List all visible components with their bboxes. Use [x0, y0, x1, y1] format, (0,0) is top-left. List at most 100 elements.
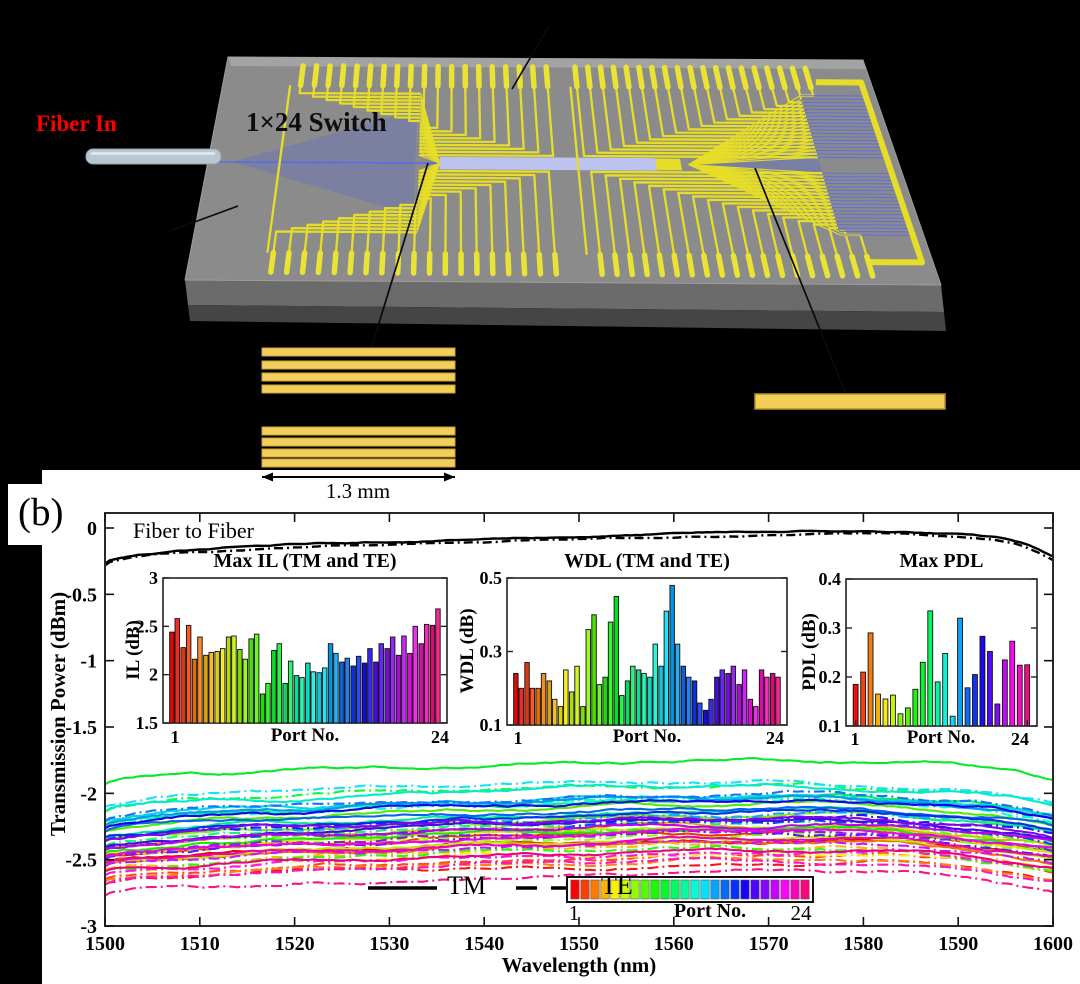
- electrode-trace-left-top: [419, 86, 525, 151]
- pdl-inset-bar-port-10: [919, 661, 926, 727]
- electrode-trace-left-bottom: [334, 217, 418, 254]
- pdl-xtick-first: 1: [850, 729, 860, 749]
- te-curve-port-9: [106, 844, 1052, 873]
- main-y-tick-label--0.5: -0.5: [65, 584, 97, 606]
- electrode-trace-left-bottom: [417, 197, 432, 254]
- main-x-tick-label-1500: 1500: [85, 933, 125, 955]
- electrode-trace-right-bottom: [618, 177, 825, 256]
- electrode-pad: [380, 63, 387, 89]
- fan-line-right: [688, 108, 805, 166]
- electrode-pad: [745, 252, 756, 278]
- electrode-pad: [849, 253, 861, 279]
- main-x-tick-label-1550: 1550: [559, 933, 599, 955]
- colorbar-cell-port-8: [640, 879, 650, 900]
- wdl-inset-tm-bar-port-5: [557, 706, 564, 726]
- electrode-trace-right-bottom: [782, 216, 836, 257]
- electrode-trace-left-bottom: [418, 176, 525, 255]
- il-inset-te-bar-port-12: [299, 677, 305, 724]
- electrode-pad: [520, 251, 528, 277]
- il-inset-te-bar-port-6: [231, 635, 237, 724]
- pdl-inset-y-tick-label-0.4: 0.4: [819, 569, 842, 589]
- il-inset-tm-bar-port-16: [339, 661, 345, 724]
- il-inset-te-bar-port-3: [197, 636, 203, 724]
- electrode-trace-left-top: [419, 85, 440, 130]
- wdl-inset-te-bar-port-17: [697, 702, 703, 726]
- wdl-inset-te-bar-port-14: [663, 610, 670, 726]
- panel-b-background: [42, 470, 1080, 984]
- colorbar-cell-port-12: [680, 879, 690, 900]
- fan-line-right: [688, 95, 801, 166]
- il-inset-te-bar-port-21: [401, 635, 407, 724]
- wdl-inset-tm-bar-port-19: [714, 676, 720, 726]
- il-inset-tm-bar-port-9: [259, 693, 266, 724]
- il-inset-tm-bar-port-18: [361, 662, 368, 724]
- il-inset-tm-bar-port-6: [225, 636, 232, 724]
- colorbar-cell-port-4: [600, 879, 610, 900]
- tm-curve-port-15: [106, 794, 1052, 827]
- electrode-pad: [325, 63, 333, 89]
- wdl-inset-tm-bar-port-2: [524, 662, 530, 726]
- main-plot: 1500 1510 1520 1530 1540 1550 1560 1570 1580 1590…: [65, 512, 1073, 955]
- il-xtick-last: 24: [431, 727, 449, 747]
- electrode-trace-left-bottom: [418, 173, 541, 255]
- electrode-trace-left-top: [419, 86, 511, 147]
- wdl-inset-te-bar-port-2: [529, 687, 536, 726]
- pdl-inset-bar-port-17: [972, 674, 978, 727]
- electrode-pad: [671, 252, 681, 278]
- electrode-trace-left-bottom: [272, 230, 417, 253]
- il-x-axis-label: Port No.: [270, 725, 340, 746]
- electrode-pad: [339, 63, 347, 89]
- fan-line-right: [688, 153, 817, 166]
- pdl-inset-bar-port-15: [957, 617, 963, 727]
- colorbar-cell-port-1: [570, 879, 580, 900]
- il-inset-tm-bar-port-15: [327, 643, 334, 724]
- chip-front-face-lower: [188, 305, 946, 331]
- wdl-inset-y-tick-label-0.3: 0.3: [480, 642, 503, 662]
- wdl-inset-tm-bar-port-16: [680, 665, 687, 726]
- pdl-inset-bar-port-22: [1009, 640, 1016, 727]
- il-inset-te-bar-port-22: [412, 625, 418, 724]
- il-inset-te-bar-port-16: [344, 657, 350, 724]
- electrode-pad: [283, 250, 292, 275]
- fan-line-right: [688, 101, 803, 166]
- il-inset-y-tick-label-2: 2: [149, 665, 158, 685]
- pdl-inset-bar-port-1: [852, 683, 859, 727]
- electrode-pad: [760, 253, 771, 279]
- il-y-axis-label: IL (dB): [123, 620, 145, 680]
- wdl-inset-title: WDL (TM and TE): [564, 550, 730, 572]
- wdl-inset-tm-bar-port-3: [535, 687, 541, 726]
- colorbar-cell-port-22: [780, 879, 790, 900]
- electrode-trace-left-bottom: [417, 193, 447, 254]
- electrode-pad: [834, 253, 846, 279]
- il-inset-te-bar-port-7: [242, 658, 248, 724]
- tm-curve-port-18: [106, 798, 1052, 830]
- pdl-inset-bar-port-14: [949, 715, 956, 727]
- electrode-pad: [529, 64, 537, 90]
- electrode-rail-right: [569, 86, 588, 255]
- colorbar-cell-port-9: [650, 879, 660, 900]
- colorbar-cell-port-17: [730, 879, 740, 900]
- electrode-trace-left-bottom: [417, 190, 463, 254]
- te-curve-port-4: [106, 841, 1052, 871]
- electrode-trace-left-bottom: [418, 179, 510, 255]
- electrode-pad: [701, 252, 711, 278]
- il-inset-tm-bar-port-11: [282, 682, 288, 724]
- pdl-xtick-last: 24: [1011, 729, 1029, 749]
- pdl-inset-y-tick-label-0.2: 0.2: [819, 667, 842, 687]
- main-x-tick-label-1530: 1530: [369, 933, 409, 955]
- electrode-trace-right-top: [744, 87, 806, 114]
- wdl-inset-te-bar-port-19: [719, 669, 725, 726]
- pdl-inset-y-tick-label-0.3: 0.3: [819, 618, 842, 638]
- electrode-trace-left-bottom: [319, 220, 418, 254]
- electrode-trace-left-bottom: [397, 203, 418, 254]
- electrode-pad: [626, 252, 635, 278]
- electrode-pad: [636, 64, 645, 90]
- wdl-inset-tm-bar-port-18: [702, 709, 709, 726]
- electrode-trace-left-bottom: [381, 207, 418, 254]
- electrode-pad: [536, 251, 544, 277]
- wdl-inset-te-bar-port-11: [630, 665, 636, 726]
- il-inset-te-bar-port-1: [174, 618, 180, 724]
- zoom-electrode-bar-group-b: [261, 426, 456, 436]
- il-inset-te-bar-port-13: [310, 671, 316, 724]
- legend-tm-label: TM: [447, 871, 486, 900]
